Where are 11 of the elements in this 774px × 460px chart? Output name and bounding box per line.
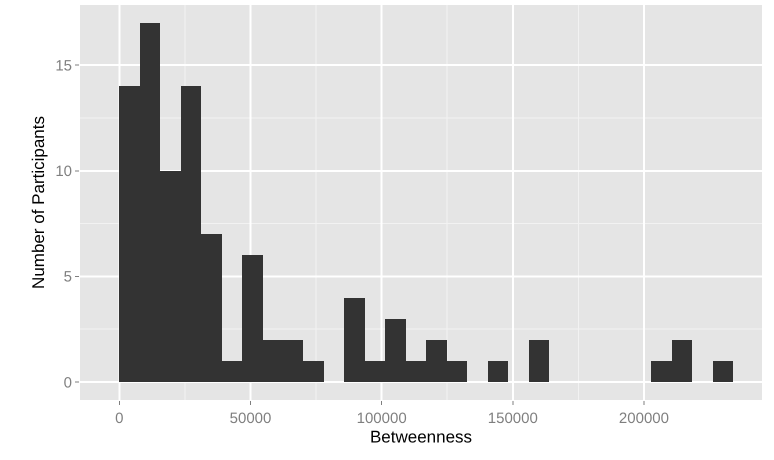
x-tick-label: 100000 (356, 410, 407, 427)
x-tick-label: 0 (115, 410, 124, 427)
x-axis-title: Betweenness (370, 427, 472, 446)
y-axis-title: Number of Participants (28, 116, 48, 289)
y-tick-label: 5 (64, 268, 72, 286)
y-tick-label: 10 (55, 163, 72, 180)
y-tick-label: 15 (55, 57, 72, 74)
x-tick-label: 150000 (488, 410, 538, 427)
x-tick-label: 50000 (230, 410, 272, 427)
y-tick-label: 0 (64, 374, 72, 392)
x-tick-label: 200000 (618, 410, 669, 427)
